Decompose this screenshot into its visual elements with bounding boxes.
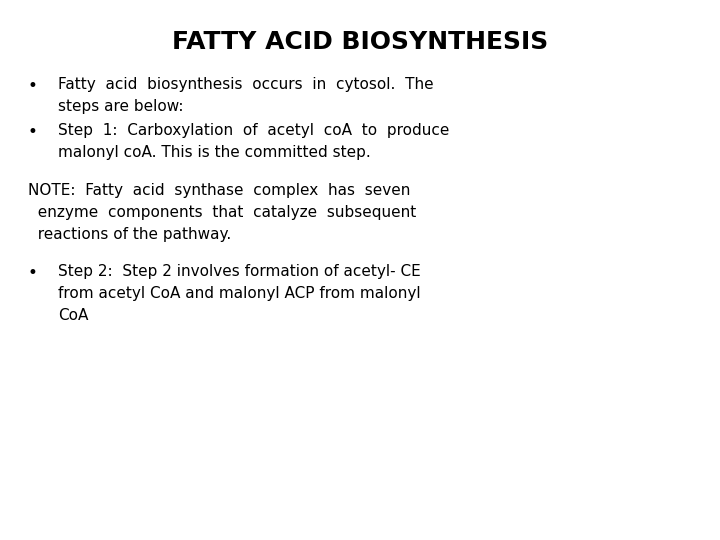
Text: CoA: CoA xyxy=(58,308,89,323)
Text: malonyl coA. This is the committed step.: malonyl coA. This is the committed step. xyxy=(58,145,371,160)
Text: Fatty  acid  biosynthesis  occurs  in  cytosol.  The: Fatty acid biosynthesis occurs in cytoso… xyxy=(58,77,433,92)
Text: steps are below:: steps are below: xyxy=(58,99,184,114)
Text: •: • xyxy=(28,264,38,282)
Text: •: • xyxy=(28,77,38,95)
Text: FATTY ACID BIOSYNTHESIS: FATTY ACID BIOSYNTHESIS xyxy=(172,30,548,54)
Text: NOTE:  Fatty  acid  synthase  complex  has  seven: NOTE: Fatty acid synthase complex has se… xyxy=(28,183,410,198)
Text: reactions of the pathway.: reactions of the pathway. xyxy=(28,227,231,241)
Text: Step 2:  Step 2 involves formation of acetyl- CE: Step 2: Step 2 involves formation of ace… xyxy=(58,264,420,279)
Text: enzyme  components  that  catalyze  subsequent: enzyme components that catalyze subseque… xyxy=(28,205,416,220)
Text: Step  1:  Carboxylation  of  acetyl  coA  to  produce: Step 1: Carboxylation of acetyl coA to p… xyxy=(58,123,449,138)
Text: •: • xyxy=(28,123,38,141)
Text: from acetyl CoA and malonyl ACP from malonyl: from acetyl CoA and malonyl ACP from mal… xyxy=(58,286,420,301)
